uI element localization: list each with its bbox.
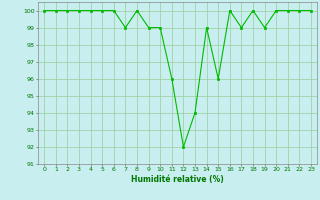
X-axis label: Humidité relative (%): Humidité relative (%) <box>131 175 224 184</box>
